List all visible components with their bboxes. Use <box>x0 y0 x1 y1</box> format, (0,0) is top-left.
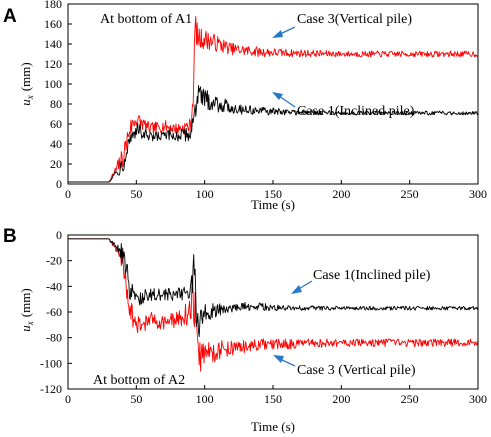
panel-a-y-tick-label: 180 <box>44 0 62 11</box>
panel-a-case3-arrow <box>272 26 296 38</box>
panel-a-x-tick-label: 200 <box>332 187 350 201</box>
panel-b-x-tick-label: 200 <box>332 392 350 406</box>
panel-a-location-label: At bottom of A1 <box>100 12 192 27</box>
panel-b-y-axis-subscript: x <box>25 321 35 326</box>
panel-b-case1-arrow <box>291 280 313 294</box>
panel-b-case1-annotation: Case 1(Inclined pile) <box>313 268 431 283</box>
panel-a-case1-arrow <box>272 92 296 108</box>
panel-a-y-tick-label: 100 <box>44 77 62 91</box>
panel-b-y-axis-symbol: u <box>18 325 33 332</box>
panel-a-x-tick-label: 0 <box>65 187 71 201</box>
panel-b-y-tick-label: 0 <box>56 228 62 242</box>
panel-b-y-tick-label: -120 <box>40 382 62 396</box>
panel-b-y-tick-label: -20 <box>46 254 62 268</box>
panel-a-y-tick-label: 20 <box>50 157 62 171</box>
panel-b-y-tick-label: -80 <box>46 331 62 345</box>
panel-b-case3-annotation: Case 3 (Vertical pile) <box>297 363 416 378</box>
panel-b-x-tick-label: 300 <box>469 392 487 406</box>
panel-b-series-case3-line <box>68 238 479 372</box>
panel-a-case1-annotation: Case 1(Inclined pile) <box>297 104 415 119</box>
panel-a-y-axis-symbol: u <box>18 99 33 106</box>
panel-a-y-axis-unit: (mm) <box>18 62 33 91</box>
panel-a-y-tick-label: 160 <box>44 17 62 31</box>
panel-b-location-label: At bottom of A2 <box>93 373 185 388</box>
panel-b-plot-area: 0 50 100 150 200 250 300 -120 -100 -80 -60 -40 -20 0 <box>40 228 487 406</box>
panel-a-plot-area: 0 50 100 150 200 250 300 0 20 40 60 80 100 120 140 160 1… <box>44 0 487 201</box>
panel-a-y-tick-label: 120 <box>44 57 62 71</box>
panel-a-y-tick-label: 60 <box>50 117 62 131</box>
panel-a-x-tick-label: 300 <box>469 187 487 201</box>
panel-a-y-tick-label: 40 <box>50 137 62 151</box>
panel-b-y-axis-label: ux (mm) <box>18 288 35 331</box>
panel-a-y-tick-label: 0 <box>56 177 62 191</box>
panel-a-axes-frame <box>67 3 479 185</box>
panel-a-y-axis-label: ux (mm) <box>18 62 35 105</box>
panel-a-y-tick-label: 140 <box>44 37 62 51</box>
panel-b-x-tick-label: 250 <box>401 392 419 406</box>
panel-b-x-tick-label: 50 <box>130 392 142 406</box>
panel-b-y-tick-label: -60 <box>46 305 62 319</box>
panel-a-letter: A <box>3 6 17 27</box>
panel-b-x-axis-label: Time (s) <box>251 419 295 434</box>
panel-a-case3-annotation: Case 3(Vertical pile) <box>297 12 412 27</box>
panel-b-x-tick-label: 0 <box>65 392 71 406</box>
panel-b-y-axis-unit: (mm) <box>18 288 33 317</box>
panel-a-x-tick-label: 250 <box>401 187 419 201</box>
panel-b-x-tick-label: 150 <box>264 392 282 406</box>
panel-a-y-axis-subscript: x <box>25 95 35 100</box>
panel-b: B 0 50 100 150 200 250 300 -120 -100 -80 -60 -40 -20… <box>3 226 487 434</box>
panel-a-x-axis-label: Time (s) <box>251 197 295 212</box>
panel-b-x-tick-label: 100 <box>196 392 214 406</box>
panel-b-letter: B <box>3 226 17 247</box>
panel-a-x-tick-label: 50 <box>130 187 142 201</box>
panel-b-y-tick-label: -100 <box>40 356 62 370</box>
panel-a-y-tick-label: 80 <box>50 97 62 111</box>
panel-a-x-tick-label: 150 <box>264 187 282 201</box>
panel-a-series-case3-line <box>68 15 479 183</box>
panel-a-series-case1-line <box>68 84 479 183</box>
panel-b-case3-arrow <box>273 355 296 367</box>
panel-b-y-tick-label: -40 <box>46 279 62 293</box>
panel-a: A 0 50 100 150 200 250 300 0 20 40 60 80 100 120 140 16… <box>3 0 487 212</box>
panel-a-x-tick-label: 100 <box>196 187 214 201</box>
panel-b-series-case1-line <box>68 238 479 338</box>
